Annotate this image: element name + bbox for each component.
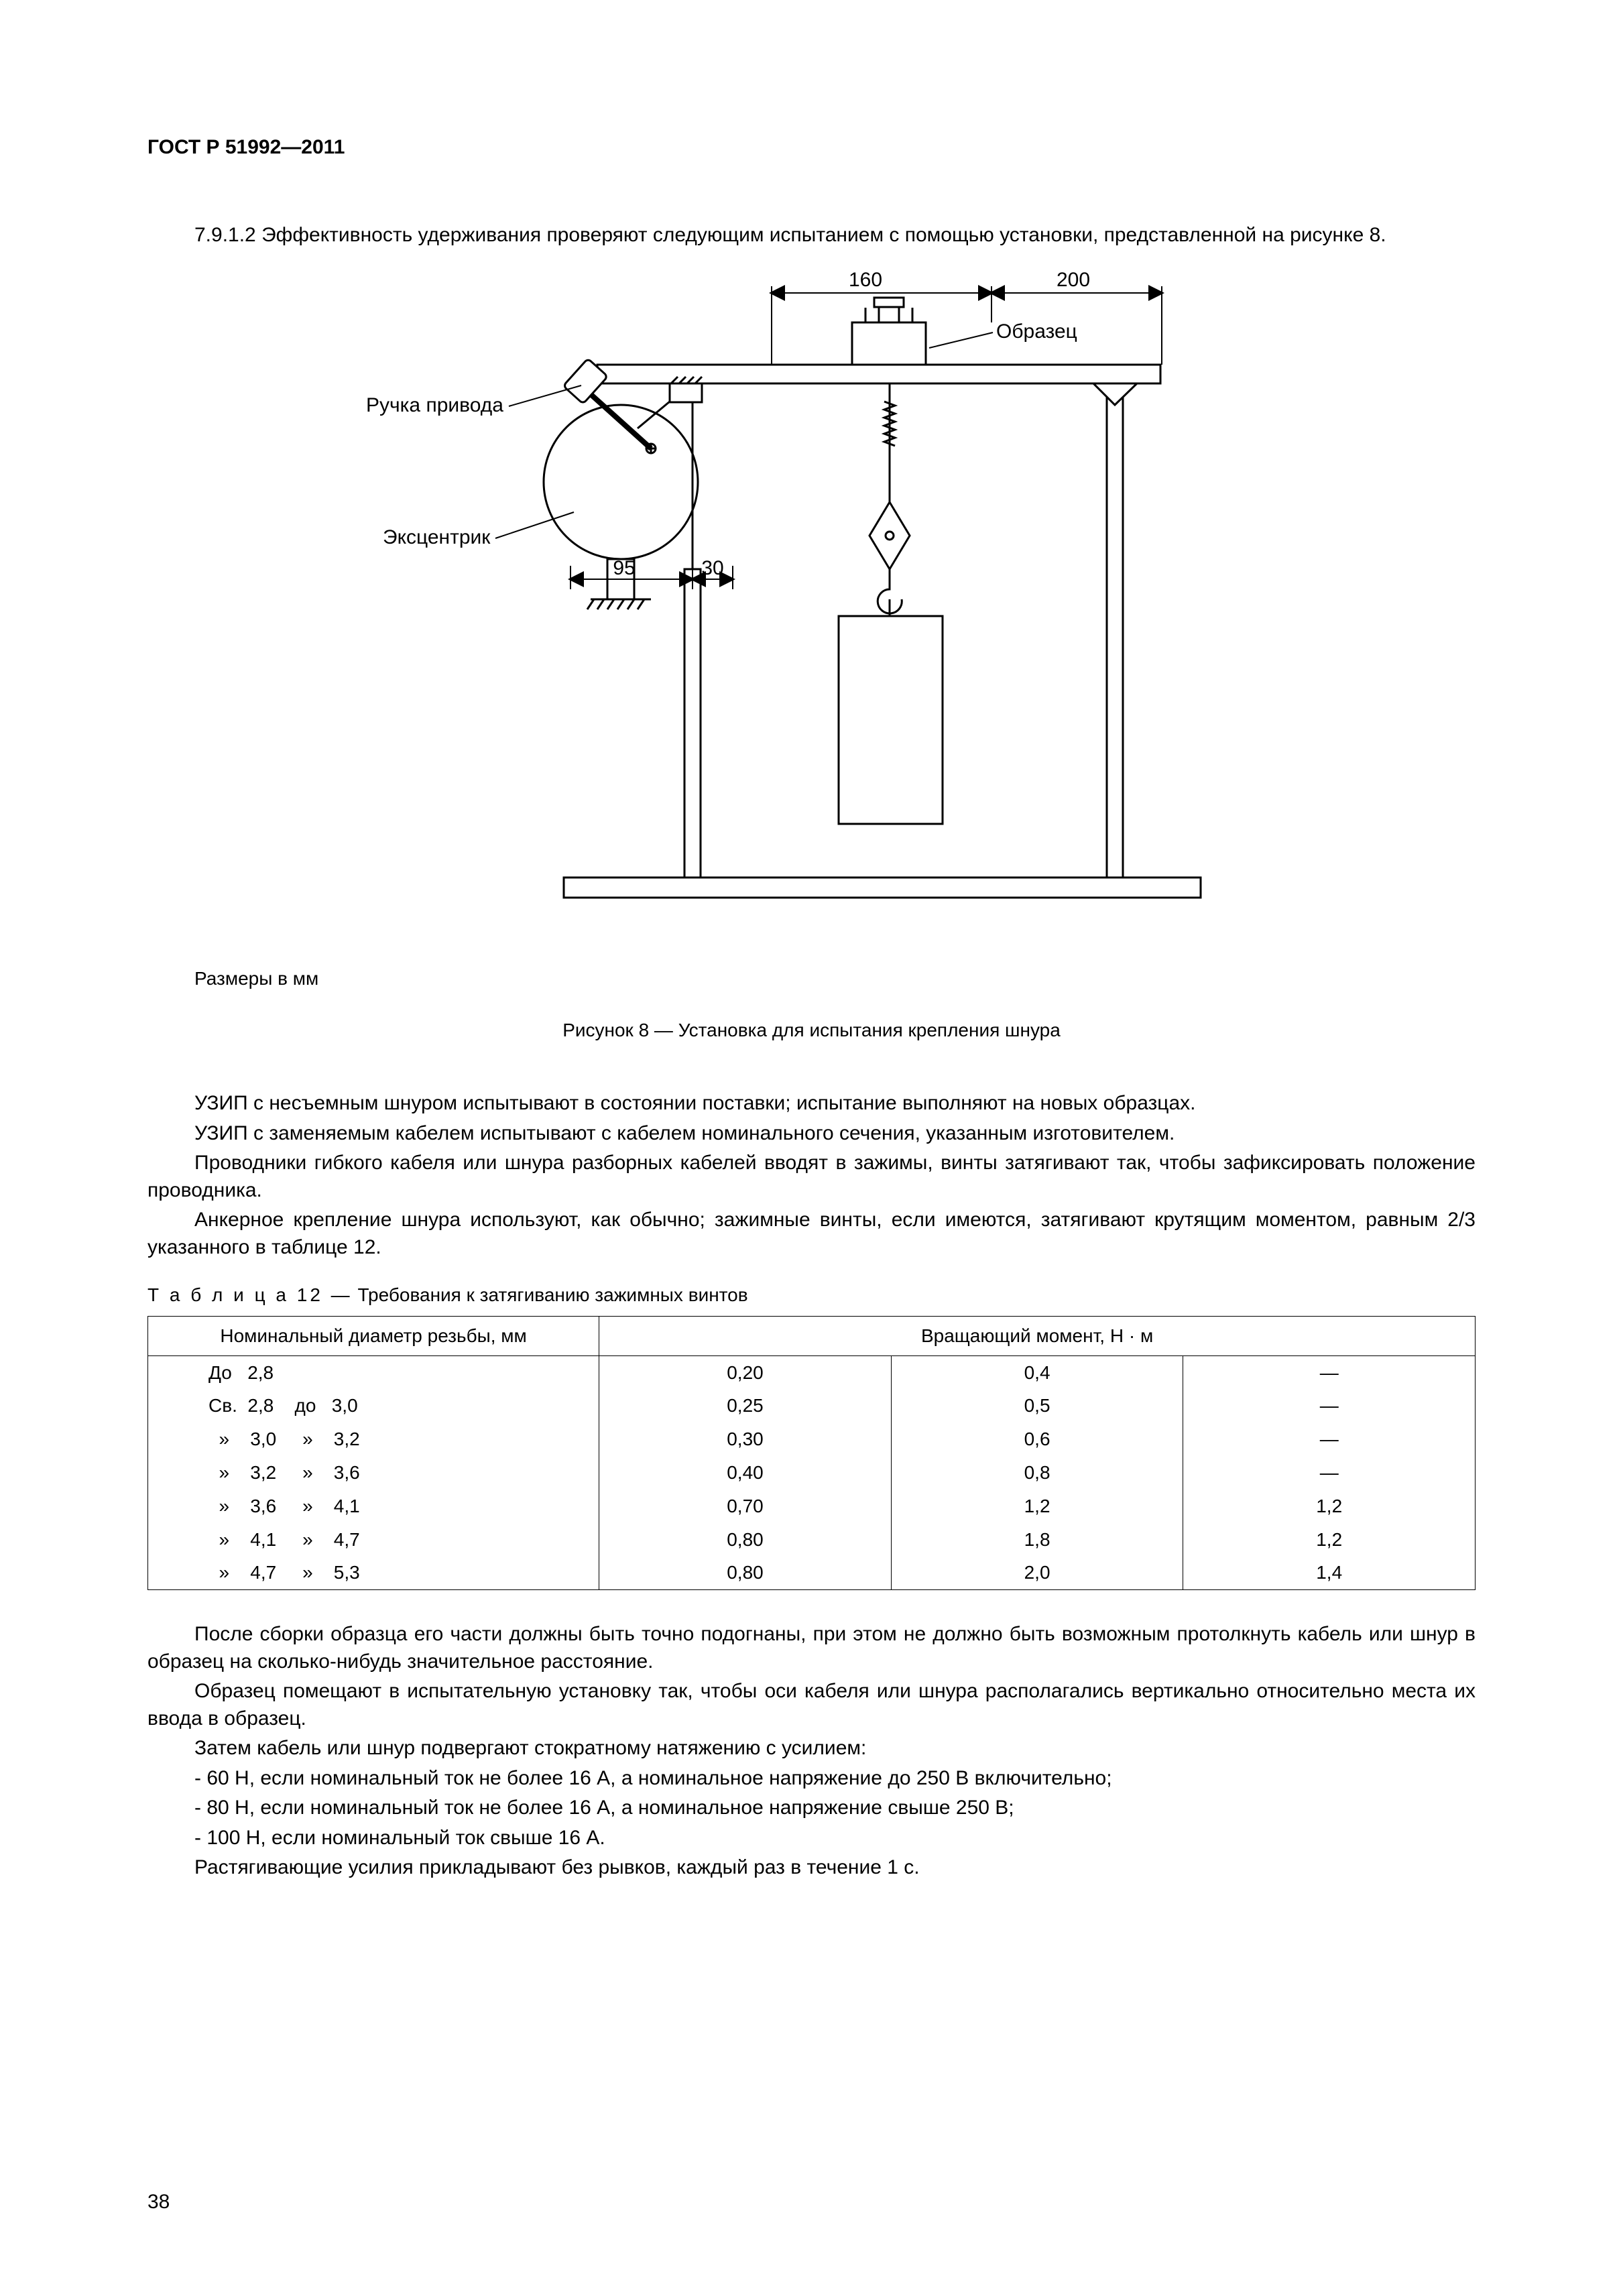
cell-torque-a: 0,20 [599, 1355, 892, 1389]
bullet-100n: - 100 Н, если номинальный ток свыше 16 А… [147, 1825, 1476, 1852]
cell-torque-a: 0,25 [599, 1389, 892, 1423]
label-handle: Ручка привода [366, 394, 503, 416]
page-number: 38 [147, 2189, 170, 2216]
para-mount-sample: Образец помещают в испытательную установ… [147, 1678, 1476, 1732]
table-row: » 3,6 » 4,10,701,21,2 [148, 1490, 1476, 1523]
cell-diameter: » 3,0 » 3,2 [148, 1423, 599, 1456]
table-row: До 2,80,200,4— [148, 1355, 1476, 1389]
doc-header: ГОСТ Р 51992—2011 [147, 134, 1476, 162]
cell-torque-b: 0,8 [891, 1456, 1183, 1490]
cell-torque-b: 1,2 [891, 1490, 1183, 1523]
label-eccentric: Эксцентрик [383, 526, 491, 548]
cell-torque-c: 1,4 [1183, 1556, 1476, 1589]
table-12-title-rest: Требования к затягиванию зажимных винтов [353, 1284, 748, 1305]
cell-torque-c: 1,2 [1183, 1490, 1476, 1523]
figure-8-caption: Рисунок 8 — Установка для испытания креп… [147, 1018, 1476, 1043]
table-row: Св. 2,8 до 3,00,250,5— [148, 1389, 1476, 1423]
cell-torque-b: 0,4 [891, 1355, 1183, 1389]
para-pull-force: Растягивающие усилия прикладывают без ры… [147, 1854, 1476, 1882]
table-12: Номинальный диаметр резьбы, мм Вращающий… [147, 1316, 1476, 1590]
cell-torque-c: — [1183, 1423, 1476, 1456]
th-torque: Вращающий момент, Н · м [599, 1316, 1476, 1355]
cell-torque-a: 0,30 [599, 1423, 892, 1456]
para-uzip-fixed-cord: УЗИП с несъемным шнуром испытывают в сос… [147, 1090, 1476, 1117]
para-uzip-replaceable: УЗИП с заменяемым кабелем испытывают с к… [147, 1120, 1476, 1148]
para-conductors: Проводники гибкого кабеля или шнура разб… [147, 1150, 1476, 1204]
para-after-assembly: После сборки образца его части должны бы… [147, 1621, 1476, 1675]
dim-30: 30 [701, 557, 723, 579]
cell-torque-a: 0,80 [599, 1556, 892, 1589]
cell-diameter: До 2,8 [148, 1355, 599, 1389]
cell-torque-c: — [1183, 1456, 1476, 1490]
cell-torque-c: — [1183, 1355, 1476, 1389]
th-diameter: Номинальный диаметр резьбы, мм [148, 1316, 599, 1355]
table-row: » 3,0 » 3,20,300,6— [148, 1423, 1476, 1456]
cell-torque-b: 2,0 [891, 1556, 1183, 1589]
table-row: » 4,1 » 4,70,801,81,2 [148, 1523, 1476, 1557]
cell-diameter: » 4,7 » 5,3 [148, 1556, 599, 1589]
bullet-80n: - 80 Н, если номинальный ток не более 16… [147, 1795, 1476, 1822]
table-12-title-spaced: Т а б л и ц а 12 — [147, 1284, 353, 1305]
dim-160: 160 [848, 269, 882, 291]
figure-8-svg: 160 200 95 30 Ручка привода Эксцентрик О… [343, 261, 1281, 918]
cell-torque-b: 0,6 [891, 1423, 1183, 1456]
table-row: » 4,7 » 5,30,802,01,4 [148, 1556, 1476, 1589]
dim-200: 200 [1056, 269, 1089, 291]
cell-torque-a: 0,40 [599, 1456, 892, 1490]
cell-torque-a: 0,80 [599, 1523, 892, 1557]
cell-torque-c: — [1183, 1389, 1476, 1423]
paragraph-7-9-1-2: 7.9.1.2 Эффективность удерживания провер… [147, 222, 1476, 249]
table-12-title: Т а б л и ц а 12 — Требования к затягива… [147, 1282, 1476, 1308]
bullet-60n: - 60 Н, если номинальный ток не более 16… [147, 1765, 1476, 1793]
label-sample: Образец [996, 320, 1077, 343]
cell-diameter: » 3,2 » 3,6 [148, 1456, 599, 1490]
cell-torque-c: 1,2 [1183, 1523, 1476, 1557]
cell-diameter: Св. 2,8 до 3,0 [148, 1389, 599, 1423]
dim-95: 95 [613, 557, 635, 579]
figure-8: 160 200 95 30 Ручка привода Эксцентрик О… [147, 261, 1476, 926]
cell-torque-b: 1,8 [891, 1523, 1183, 1557]
cell-diameter: » 4,1 » 4,7 [148, 1523, 599, 1557]
cell-torque-b: 0,5 [891, 1389, 1183, 1423]
cell-torque-a: 0,70 [599, 1490, 892, 1523]
dimension-units-note: Размеры в мм [194, 966, 1476, 991]
cell-diameter: » 3,6 » 4,1 [148, 1490, 599, 1523]
table-row: » 3,2 » 3,60,400,8— [148, 1456, 1476, 1490]
para-anchor: Анкерное крепление шнура используют, как… [147, 1207, 1476, 1261]
para-tension-intro: Затем кабель или шнур подвергают стократ… [147, 1735, 1476, 1762]
